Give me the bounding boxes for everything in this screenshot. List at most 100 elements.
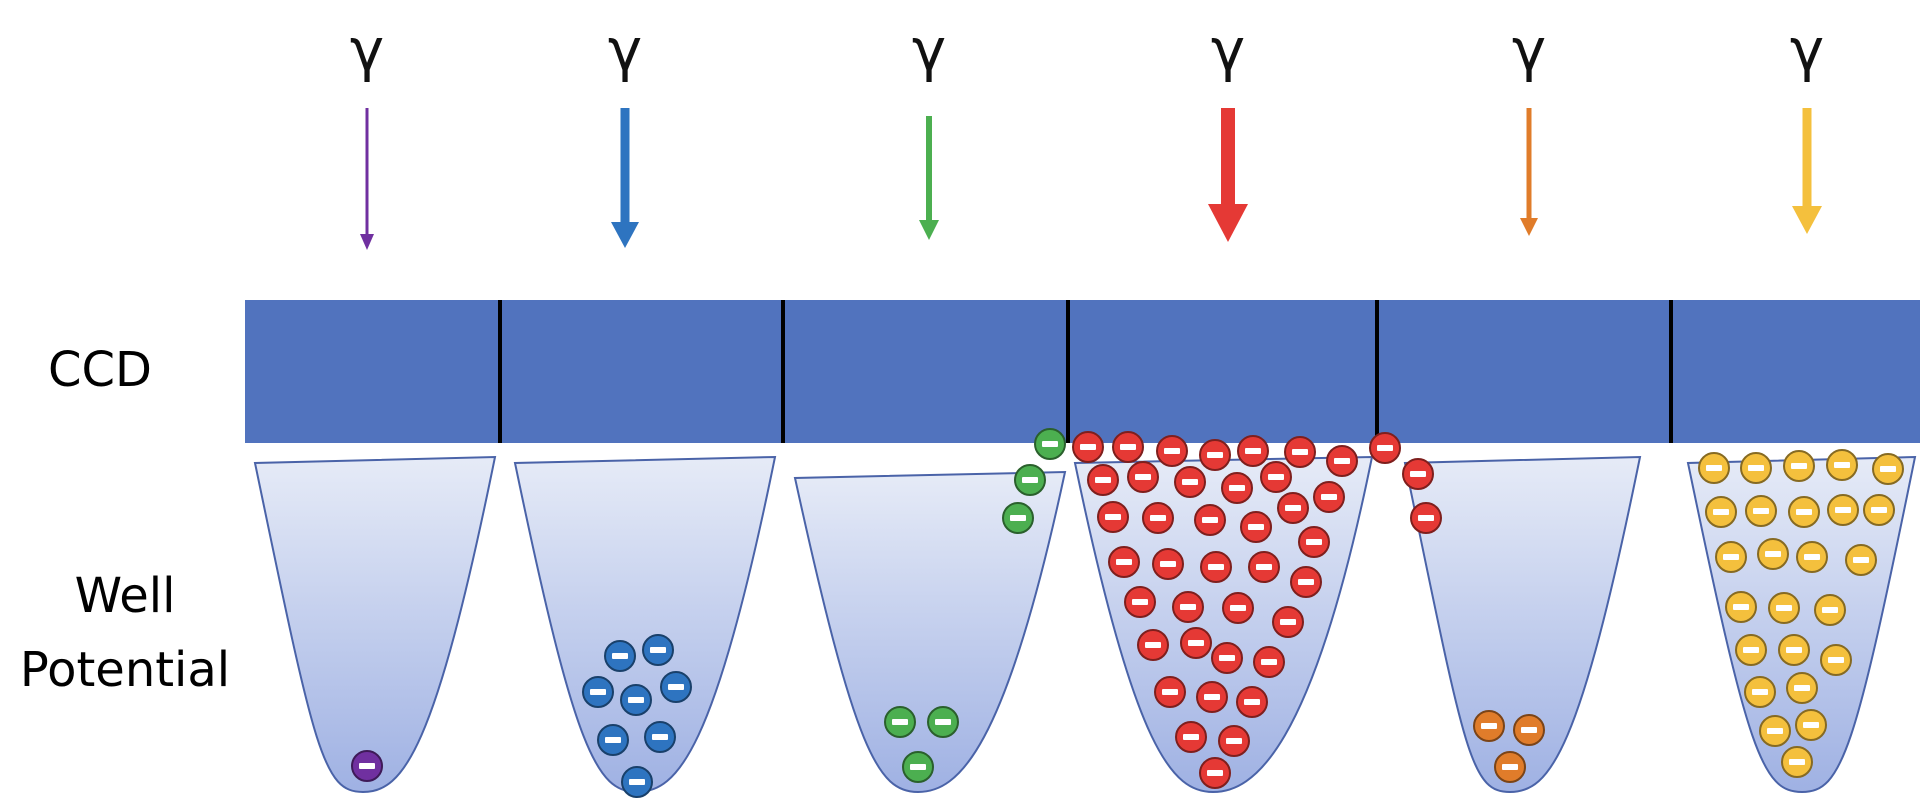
potential-well-1 <box>253 455 497 794</box>
gamma-symbol: γ <box>1790 16 1824 84</box>
electron <box>1097 501 1129 533</box>
photon-arrow-head <box>611 222 639 248</box>
electron <box>1744 676 1776 708</box>
electron <box>927 706 959 738</box>
photon-arrow-head <box>360 234 374 250</box>
electron <box>1137 629 1169 661</box>
electron <box>1796 541 1828 573</box>
photon-3: γ <box>912 16 946 240</box>
electron <box>1826 449 1858 481</box>
photon-2: γ <box>608 16 642 248</box>
electron <box>1715 541 1747 573</box>
electron <box>1124 586 1156 618</box>
electron <box>1108 546 1140 578</box>
electron <box>1014 464 1046 496</box>
photon-arrow-head <box>1520 218 1538 236</box>
electron <box>1795 709 1827 741</box>
photon-1: γ <box>350 16 384 250</box>
well-potential-label-line1: Well <box>75 568 176 624</box>
electron <box>1142 502 1174 534</box>
ccd-strip <box>245 300 1920 443</box>
electron <box>582 676 614 708</box>
electron <box>884 706 916 738</box>
gamma-symbol: γ <box>350 16 384 84</box>
electron <box>1172 591 1204 623</box>
photon-arrow-shaft <box>926 116 932 221</box>
electron <box>1757 538 1789 570</box>
electron <box>1194 504 1226 536</box>
electron <box>1298 526 1330 558</box>
electron <box>1513 714 1545 746</box>
electron <box>1786 672 1818 704</box>
electron <box>1778 634 1810 666</box>
electron <box>1290 566 1322 598</box>
ccd-bar <box>245 300 1920 443</box>
photon-arrow-shaft <box>1526 108 1532 219</box>
electron <box>1034 428 1066 460</box>
electron <box>1827 494 1859 526</box>
electron <box>1127 461 1159 493</box>
electron <box>1872 453 1904 485</box>
electron <box>1783 450 1815 482</box>
electron <box>1222 592 1254 624</box>
potential-well-3 <box>793 470 1067 794</box>
electron <box>1494 751 1526 783</box>
electron <box>1152 548 1184 580</box>
electron <box>1260 461 1292 493</box>
electron <box>1200 551 1232 583</box>
ccd-label: CCD <box>48 342 152 398</box>
photon-arrow-head <box>919 220 939 240</box>
electron <box>1788 496 1820 528</box>
electron <box>621 766 653 798</box>
electron <box>1705 496 1737 528</box>
electron <box>1698 452 1730 484</box>
electron <box>642 634 674 666</box>
electron <box>1277 492 1309 524</box>
electron <box>1410 502 1442 534</box>
electron <box>604 640 636 672</box>
electron <box>1759 715 1791 747</box>
electron <box>1863 494 1895 526</box>
photon-arrow-head <box>1792 206 1822 234</box>
well-potential-label-line2: Potential <box>20 642 230 698</box>
gamma-symbol: γ <box>608 16 642 84</box>
electron <box>1221 472 1253 504</box>
electron <box>1768 592 1800 624</box>
electron <box>1781 746 1813 778</box>
gamma-symbol: γ <box>1211 16 1245 84</box>
electron <box>1313 481 1345 513</box>
photon-arrow-shaft <box>620 108 630 223</box>
electron <box>1845 544 1877 576</box>
electron <box>597 724 629 756</box>
electron <box>1725 591 1757 623</box>
electron <box>1211 642 1243 674</box>
potential-wells <box>253 455 1917 794</box>
electron <box>1284 436 1316 468</box>
photon-5: γ <box>1512 16 1546 236</box>
electron <box>660 671 692 703</box>
electron <box>1180 627 1212 659</box>
electron <box>1740 452 1772 484</box>
electron <box>1218 725 1250 757</box>
photon-arrow-shaft <box>1802 108 1812 207</box>
electron <box>1735 634 1767 666</box>
gamma-symbol: γ <box>912 16 946 84</box>
electron <box>1272 606 1304 638</box>
electron <box>1112 431 1144 463</box>
electron <box>1087 464 1119 496</box>
photon-4: γ <box>1208 16 1248 242</box>
electron <box>1240 511 1272 543</box>
electron <box>1820 644 1852 676</box>
electron <box>1369 432 1401 464</box>
electron <box>1199 439 1231 471</box>
electron <box>1175 721 1207 753</box>
electron <box>1156 435 1188 467</box>
electron <box>1196 681 1228 713</box>
electron <box>1072 431 1104 463</box>
photon-arrow-head <box>1208 204 1248 242</box>
electron <box>1237 435 1269 467</box>
electron <box>1236 686 1268 718</box>
electron <box>644 721 676 753</box>
